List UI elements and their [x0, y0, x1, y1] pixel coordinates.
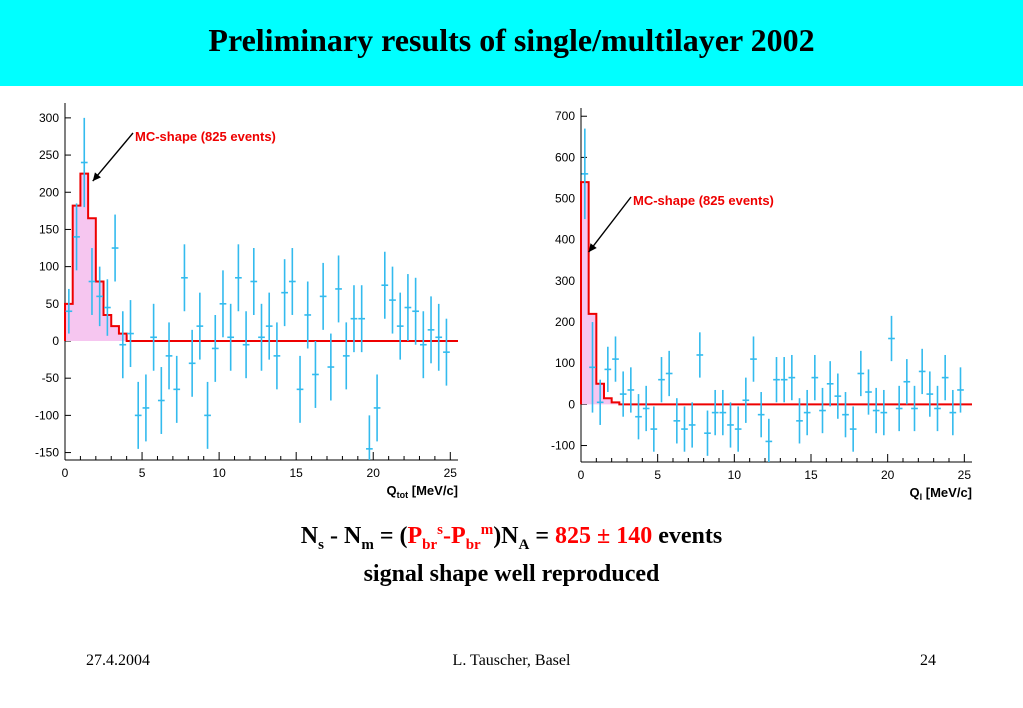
- y-tick-label: 0: [568, 397, 575, 411]
- y-tick-label: 50: [46, 297, 60, 311]
- formula-minus: -: [323, 523, 344, 549]
- x-axis-label: Qtot [MeV/c]: [387, 483, 458, 500]
- x-tick-label: 15: [289, 466, 303, 480]
- formula-eq: =: [529, 523, 556, 549]
- y-tick-label: -150: [35, 446, 59, 460]
- x-tick-label: 5: [654, 468, 661, 482]
- conclusion-text: signal shape well reproduced: [363, 561, 660, 587]
- formula-nm: N: [343, 523, 362, 549]
- y-tick-label: 200: [555, 315, 575, 329]
- formula-na-sub: A: [518, 536, 530, 553]
- formula-pbr-s-sub: br: [422, 536, 438, 553]
- header-bar: [0, 0, 1023, 86]
- x-axis-label-unit: [MeV/c]: [408, 483, 458, 498]
- y-tick-label: -100: [551, 439, 575, 453]
- y-tick-label: 250: [39, 148, 59, 162]
- mc-shape-annotation: MC-shape (825 events): [135, 129, 276, 144]
- x-axis-label-sub: tot: [397, 490, 409, 500]
- y-tick-label: 100: [39, 260, 59, 274]
- formula-pbr-s: P: [407, 523, 423, 549]
- y-tick-label: 400: [555, 233, 575, 247]
- formula-pbr-s-sup: s: [437, 522, 444, 538]
- x-tick-label: 10: [728, 468, 742, 482]
- x-axis-label-sub: l: [920, 492, 923, 502]
- formula-ns: N: [300, 523, 319, 549]
- y-tick-label: 300: [555, 274, 575, 288]
- x-tick-label: 15: [804, 468, 818, 482]
- formula-pbr-m: P: [451, 523, 466, 549]
- result-formula: Ns - Nm = (Pbrs-Pbrm)NA = 825 ± 140 even…: [0, 522, 1023, 554]
- histogram-ql-svg: -100 0 100 200 300 400 500 600 700 0 5 10 15 20 25 MC-s…: [551, 108, 972, 502]
- annotation-arrowhead: [588, 243, 597, 253]
- formula-unit: events: [652, 523, 723, 549]
- x-tick-label: 25: [444, 466, 458, 480]
- formula-result: 825 ± 140: [555, 523, 653, 549]
- y-tick-label: 300: [39, 111, 59, 125]
- histogram-ql: -100 0 100 200 300 400 500 600 700 0 5 10 15 20 25 MC-s…: [540, 100, 980, 505]
- histogram-qtot-svg: -150 -100 -50 0 50 100 150 200 250 300 0 5 10 15 20 25 M…: [35, 103, 458, 500]
- formula-na: )N: [493, 523, 519, 549]
- x-tick-label: 10: [212, 466, 226, 480]
- formula-pbr-m-sub: br: [465, 536, 481, 553]
- annotation-arrow: [588, 196, 632, 253]
- y-tick-label: 100: [555, 356, 575, 370]
- y-tick-label: -100: [35, 408, 59, 422]
- formula-eq-open: = (: [373, 523, 408, 549]
- footer-author: L. Tauscher, Basel: [452, 652, 571, 669]
- mc-shape-outline: [580, 181, 972, 406]
- mc-shape-fill: [581, 182, 620, 405]
- formula-dash: -: [443, 523, 452, 549]
- slide-title: Preliminary results of single/multilayer…: [208, 22, 815, 58]
- y-tick-label: 150: [39, 222, 59, 236]
- footer-date: 27.4.2004: [86, 652, 150, 669]
- x-tick-label: 0: [62, 466, 69, 480]
- x-axis-label: Ql [MeV/c]: [910, 485, 972, 502]
- annotation-arrow: [92, 132, 134, 182]
- footer-page-number: 24: [920, 652, 936, 669]
- mc-shape-outline: [64, 172, 458, 342]
- histogram-qtot: -150 -100 -50 0 50 100 150 200 250 300 0 5 10 15 20 25 M…: [28, 95, 470, 505]
- x-axis-label-main: Q: [387, 483, 397, 498]
- y-tick-label: 700: [555, 109, 575, 123]
- formula-pbr-m-sup: m: [480, 522, 494, 538]
- y-tick-label: 200: [39, 185, 59, 199]
- x-axis-label-main: Q: [910, 485, 920, 500]
- y-tick-label: 600: [555, 150, 575, 164]
- x-tick-label: 25: [958, 468, 972, 482]
- y-tick-label: 500: [555, 192, 575, 206]
- y-tick-label: -50: [42, 371, 60, 385]
- x-axis-label-unit: [MeV/c]: [922, 485, 972, 500]
- x-tick-label: 20: [367, 466, 381, 480]
- y-tick-label: 0: [52, 334, 59, 348]
- x-tick-label: 20: [881, 468, 895, 482]
- mc-shape-annotation: MC-shape (825 events): [633, 193, 774, 208]
- annotation-arrowhead: [92, 172, 101, 182]
- x-tick-label: 0: [578, 468, 585, 482]
- formula-nm-sub: m: [361, 536, 374, 553]
- formula-ns-sub: s: [318, 536, 324, 553]
- x-tick-label: 5: [139, 466, 146, 480]
